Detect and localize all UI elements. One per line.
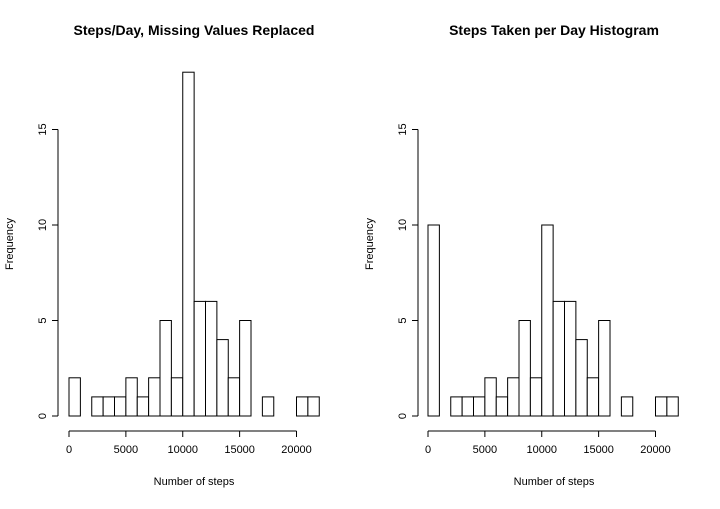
y-tick-label: 15 [397, 123, 409, 135]
histogram-bar [148, 377, 161, 417]
y-axis-label: Frequency [4, 218, 16, 270]
bars [427, 224, 679, 417]
histogram-bar [182, 71, 195, 417]
y-tick-label: 10 [37, 219, 49, 231]
histogram-bar [495, 396, 509, 417]
panel-left-histogram: Steps/Day, Missing Values Replaced Numbe… [4, 22, 320, 488]
y-axis: 0 5 10 15 [397, 123, 419, 419]
histogram-bar [159, 320, 172, 417]
histogram-bar [91, 396, 104, 417]
x-axis: 0 5000 10000 15000 20000 [425, 430, 671, 456]
x-tick-label: 10000 [167, 444, 198, 456]
histogram-bar [193, 300, 207, 417]
histogram-bar [666, 396, 679, 417]
y-tick-label: 10 [397, 219, 409, 231]
y-axis: 0 5 10 15 [37, 123, 59, 419]
histogram-bar [541, 224, 554, 417]
y-tick-label: 0 [37, 413, 49, 419]
histogram-bar [598, 320, 611, 417]
histogram-bar [296, 396, 309, 417]
x-tick-label: 15000 [583, 444, 614, 456]
chart-title: Steps Taken per Day Histogram [449, 22, 659, 38]
chart-title: Steps/Day, Missing Values Replaced [74, 22, 315, 38]
histogram-bar [427, 224, 440, 417]
y-tick-label: 5 [37, 317, 49, 323]
histogram-bar [575, 339, 588, 417]
histogram-bar [205, 300, 218, 417]
histogram-bar [261, 396, 275, 417]
x-tick-label: 5000 [473, 444, 497, 456]
histogram-bar [518, 320, 531, 417]
histogram-bar [529, 377, 543, 417]
histogram-bar [564, 300, 577, 417]
histogram-bar [473, 396, 486, 417]
histogram-bar [68, 377, 81, 417]
x-tick-label: 15000 [224, 444, 255, 456]
x-tick-label: 20000 [640, 444, 671, 456]
x-tick-label: 0 [425, 444, 431, 456]
histogram-bar [655, 396, 668, 417]
histogram-bar [136, 396, 150, 417]
histogram-bar [507, 377, 520, 417]
histogram-bar [216, 339, 229, 417]
histogram-bar [586, 377, 600, 417]
histogram-bar [239, 320, 252, 417]
x-axis: 0 5000 10000 15000 20000 [66, 430, 312, 456]
y-tick-label: 5 [397, 317, 409, 323]
x-axis-label: Number of steps [514, 476, 595, 488]
histogram-bar [484, 377, 497, 417]
panel-right-histogram: Steps Taken per Day Histogram Number of … [364, 22, 679, 488]
y-tick-label: 15 [37, 123, 49, 135]
histogram-bar [461, 396, 475, 417]
bars [68, 71, 320, 417]
histogram-bar [114, 396, 127, 417]
histogram-bar [125, 377, 138, 417]
histogram-bar [227, 377, 241, 417]
x-tick-label: 5000 [114, 444, 138, 456]
histogram-bar [552, 300, 566, 417]
histogram-bar [450, 396, 463, 417]
histogram-bar [170, 377, 184, 417]
x-tick-label: 20000 [281, 444, 312, 456]
y-axis-label: Frequency [364, 218, 376, 270]
x-axis-label: Number of steps [154, 476, 235, 488]
histogram-bar [620, 396, 634, 417]
x-tick-label: 10000 [526, 444, 557, 456]
y-tick-label: 0 [397, 413, 409, 419]
histogram-bar [307, 396, 320, 417]
x-tick-label: 0 [66, 444, 72, 456]
histogram-bar [102, 396, 116, 417]
